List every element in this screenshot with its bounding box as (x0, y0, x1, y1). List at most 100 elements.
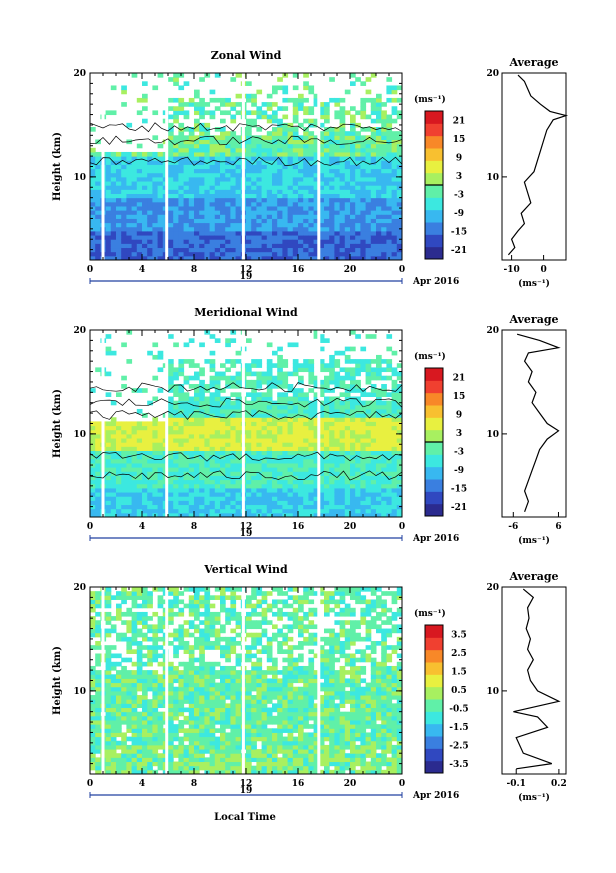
heatmap-cell (365, 417, 372, 422)
heatmap-cell (308, 359, 315, 364)
heatmap-cell (339, 471, 346, 476)
heatmap-cell (298, 222, 304, 228)
heatmap-cell (95, 719, 101, 725)
heatmap-cell (381, 110, 387, 116)
heatmap-cell (188, 417, 195, 422)
heatmap-cell (95, 682, 101, 688)
heatmap-cell (386, 151, 393, 157)
heatmap-cell (126, 475, 133, 481)
heatmap-cell (194, 384, 200, 389)
heatmap-cell (256, 147, 263, 153)
heatmap-cell (246, 131, 252, 136)
heatmap-cell (261, 467, 268, 472)
heatmap-cell (256, 492, 263, 497)
heatmap-cell (391, 392, 398, 397)
heatmap-cell (90, 744, 96, 750)
heatmap-cell (136, 201, 143, 207)
heatmap-cell (261, 235, 268, 240)
heatmap-cell (277, 500, 283, 506)
heatmap-cell (157, 504, 164, 510)
heatmap-cell (178, 479, 185, 485)
heatmap-cell (199, 467, 205, 472)
heatmap-cell (142, 151, 148, 157)
heatmap-cell (157, 226, 164, 232)
heatmap-cell (168, 131, 174, 136)
heatmap-cell (157, 661, 164, 667)
heatmap-cell (261, 168, 268, 174)
heatmap-cell (147, 744, 153, 750)
heatmap-cell (173, 139, 179, 145)
heatmap-cell (298, 189, 304, 195)
heatmap-cell (90, 508, 96, 514)
heatmap-cell (334, 147, 341, 153)
heatmap-cell (121, 425, 127, 431)
heatmap-cell (131, 235, 138, 240)
heatmap-cell (308, 156, 315, 161)
heatmap-cell (178, 508, 185, 514)
heatmap-cell (251, 251, 257, 257)
heatmap-cell (365, 214, 372, 219)
heatmap-cell (183, 492, 190, 497)
heatmap-cell (355, 359, 361, 364)
heatmap-cell (147, 504, 153, 510)
heatmap-cell (105, 765, 112, 771)
heatmap-cell (199, 181, 205, 186)
heatmap-cell (147, 425, 153, 431)
heatmap-cell (230, 205, 237, 211)
heatmap-cell (136, 504, 143, 510)
heatmap-cell (298, 458, 304, 464)
heatmap-cell (131, 218, 138, 224)
heatmap-cell (246, 168, 252, 174)
heatmap-cell (277, 392, 283, 397)
heatmap-cell (355, 218, 361, 224)
heatmap-cell (225, 342, 231, 348)
heatmap-cell (116, 508, 122, 514)
heatmap-cell (376, 185, 382, 190)
heatmap-cell (360, 230, 367, 236)
heatmap-cell (277, 413, 283, 418)
heatmap-cell (318, 413, 325, 418)
heatmap-cell (225, 487, 231, 493)
heatmap-cell (152, 85, 159, 91)
heatmap-cell (386, 367, 393, 373)
heatmap-cell (246, 454, 252, 460)
heatmap-cell (152, 135, 159, 140)
heatmap-cell (277, 433, 283, 439)
heatmap-cell (318, 492, 325, 497)
heatmap-cell (334, 363, 341, 368)
heatmap-cell (126, 504, 133, 510)
heatmap-cell (261, 143, 268, 149)
heatmap-cell (194, 243, 200, 249)
heatmap-cell (173, 611, 179, 617)
heatmap-cell (147, 181, 153, 186)
heatmap-cell (204, 135, 211, 140)
heatmap-cell (157, 695, 164, 700)
heatmap-cell (90, 176, 96, 182)
heatmap-cell (178, 205, 185, 211)
heatmap-cell (355, 479, 361, 485)
heatmap-cell (142, 769, 148, 775)
heatmap-cell (292, 143, 299, 149)
heatmap-cell (246, 214, 252, 219)
heatmap-cell (287, 483, 294, 489)
heatmap-cell (173, 753, 179, 758)
heatmap-cell (251, 438, 257, 443)
heatmap-cell (381, 496, 387, 501)
heatmap-cell (157, 189, 164, 195)
heatmap-cell (121, 239, 127, 244)
heatmap-cell (136, 438, 143, 443)
heatmap-cell (386, 492, 393, 497)
heatmap-cell (168, 682, 174, 688)
heatmap-cell (90, 210, 96, 215)
heatmap-cell (204, 176, 211, 182)
heatmap-cell (334, 454, 341, 460)
heatmap-cell (298, 97, 304, 103)
heatmap-cell (355, 475, 361, 481)
heatmap-cell (178, 367, 185, 373)
heatmap-cell (391, 97, 398, 103)
heatmap-cell (214, 413, 221, 418)
heatmap-cell (188, 143, 195, 149)
heatmap-cell (173, 400, 179, 406)
heatmap-cell (251, 421, 257, 427)
heatmap-cell (313, 508, 320, 514)
